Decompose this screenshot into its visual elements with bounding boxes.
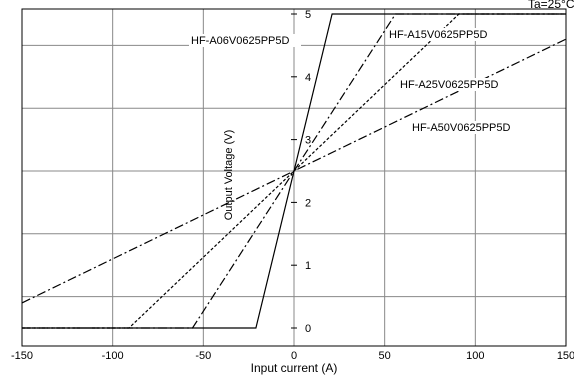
x-tick-label: 100 (466, 350, 484, 362)
y-tick-label: 4 (305, 72, 311, 84)
x-tick-label: -150 (11, 350, 33, 362)
series-label: HF-A50V0625PP5D (412, 122, 510, 134)
y-tick-label: 2 (305, 197, 311, 209)
series-label-bg (398, 78, 510, 91)
chart-series (21, 13, 567, 329)
y-tick-label: 1 (305, 260, 311, 272)
series-labels: HF-A06V0625PP5D HF-A15V0625PP5D HF-A25V062… (189, 28, 522, 134)
series-label: HF-A06V0625PP5D (191, 35, 289, 47)
corner-text: Ta=25°C (528, 0, 574, 11)
x-tick-label: -100 (102, 350, 124, 362)
x-tick-label: 50 (379, 350, 391, 362)
x-tick-label: 150 (557, 350, 574, 362)
y-tick-label: 0 (305, 323, 311, 335)
y-tick-label: 5 (305, 9, 311, 21)
series-line (22, 13, 566, 329)
series-line (21, 38, 567, 304)
x-tick-labels: -150 -100 -50 0 50 100 150 (11, 350, 574, 362)
series-label: HF-A15V0625PP5D (389, 29, 487, 41)
y-tick-labels: 0 1 2 3 4 5 (305, 9, 311, 335)
series-label-bg (387, 28, 499, 41)
series-label: HF-A25V0625PP5D (400, 79, 498, 91)
x-tick-label: 0 (291, 350, 297, 362)
series-label-bg (410, 121, 522, 134)
x-tick-label: -50 (195, 350, 211, 362)
chart-grid (21, 9, 567, 346)
y-axis-label: Output Voltage (V) (223, 130, 235, 221)
y-tick-label: 3 (305, 135, 311, 147)
series-label-bg (189, 34, 301, 47)
plot-frame (21, 8, 567, 347)
x-axis-label: Input current (A) (251, 361, 338, 375)
